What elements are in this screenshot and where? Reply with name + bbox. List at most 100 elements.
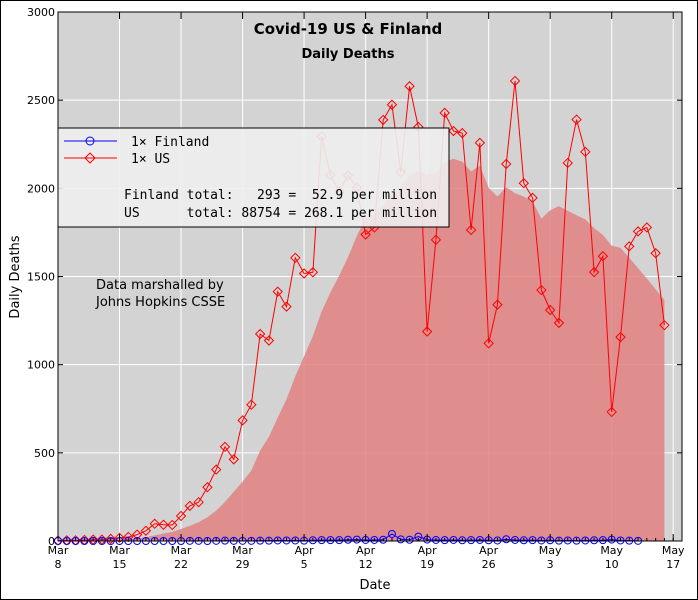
x-tick-day: 12 (359, 558, 373, 571)
x-axis-ticks: Mar8Mar15Mar22Mar29Apr5Apr12Apr19Apr26Ma… (48, 12, 685, 571)
data-point (307, 267, 319, 278)
chart-title: Covid-19 US & Finland (254, 20, 443, 38)
data-point (465, 224, 477, 236)
y-tick-label: 0 (48, 535, 55, 548)
rolling-average-area (58, 158, 665, 541)
data-point (193, 496, 204, 508)
x-tick-month: Mar (109, 544, 130, 557)
annotation-line-1: Data marshalled by (96, 278, 224, 293)
data-point (308, 536, 317, 545)
data-point (492, 299, 503, 310)
x-tick-month: Apr (295, 544, 315, 557)
y-tick-label: 3000 (27, 6, 55, 19)
data-point (448, 125, 459, 137)
data-point (650, 248, 661, 259)
data-point (140, 525, 152, 536)
x-axis-label: Date (359, 578, 390, 593)
data-point (167, 519, 178, 531)
y-tick-label: 1500 (27, 271, 55, 284)
data-point (317, 536, 326, 545)
x-tick-month: Mar (232, 544, 253, 557)
data-point (263, 335, 275, 346)
data-point (352, 535, 361, 544)
legend-us-total: US total: 88754 = 268.1 per million (124, 206, 437, 221)
data-point (404, 81, 415, 92)
x-tick-month: Apr (479, 544, 499, 557)
legend: 1× Finland 1× US Finland total: 293 = 52… (57, 127, 450, 228)
x-tick-month: May (539, 544, 562, 557)
data-point (519, 536, 528, 545)
data-point (544, 304, 556, 316)
data-point (616, 536, 625, 545)
x-tick-day: 19 (420, 558, 434, 571)
data-point (580, 146, 591, 158)
data-point (467, 536, 476, 545)
data-point (430, 234, 442, 246)
data-point (272, 286, 283, 297)
data-point (396, 535, 405, 544)
data-point (458, 536, 467, 545)
data-point (475, 535, 484, 544)
rolling-average-fill (58, 158, 665, 541)
data-point (483, 338, 494, 349)
data-point (606, 406, 617, 418)
legend-box (57, 127, 450, 228)
x-tick-day: 3 (547, 558, 554, 571)
x-tick-month: Apr (418, 544, 438, 557)
data-point (105, 533, 116, 545)
data-point (379, 535, 388, 544)
data-point (377, 114, 389, 126)
data-point (474, 137, 486, 149)
data-point (421, 326, 433, 337)
data-point (501, 158, 512, 170)
x-tick-month: Mar (48, 544, 69, 557)
data-point (254, 328, 266, 340)
data-point (335, 536, 344, 545)
data-point (527, 192, 538, 204)
data-point (344, 535, 353, 544)
data-point (563, 536, 572, 545)
data-point (624, 241, 635, 252)
data-point (291, 536, 300, 545)
data-point (659, 319, 670, 331)
data-point (571, 114, 582, 125)
legend-finland-total: Finland total: 293 = 52.9 per million (124, 188, 437, 203)
data-point (149, 518, 160, 529)
data-point (632, 226, 644, 237)
data-point (370, 535, 379, 544)
data-point (281, 301, 292, 312)
data-point (219, 441, 231, 453)
data-point (562, 157, 573, 169)
legend-finland-label: 1× Finland (131, 135, 209, 150)
data-point (298, 268, 310, 279)
x-tick-day: 8 (55, 558, 62, 571)
data-point (184, 500, 196, 512)
x-tick-month: May (662, 544, 685, 557)
data-point (386, 99, 398, 110)
data-point (282, 536, 291, 545)
y-tick-label: 500 (34, 447, 55, 460)
legend-us-label: 1× US (131, 152, 170, 167)
data-point (273, 536, 282, 545)
data-point (615, 331, 626, 343)
data-point (360, 229, 371, 240)
data-point (537, 536, 546, 545)
x-tick-day: 5 (301, 558, 308, 571)
data-point (210, 464, 222, 475)
data-point (440, 536, 449, 545)
x-tick-day: 10 (605, 558, 619, 571)
data-point (202, 482, 213, 493)
data-point (237, 415, 248, 426)
data-point (581, 536, 590, 545)
data-point (511, 535, 520, 544)
annotation-line-2: Johns Hopkins CSSE (95, 295, 225, 310)
x-tick-day: 26 (482, 558, 496, 571)
x-tick-month: Mar (171, 544, 192, 557)
data-point (641, 222, 653, 233)
data-point (598, 536, 607, 545)
data-point (387, 529, 396, 538)
data-point (246, 399, 257, 410)
y-tick-label: 1000 (27, 359, 55, 372)
